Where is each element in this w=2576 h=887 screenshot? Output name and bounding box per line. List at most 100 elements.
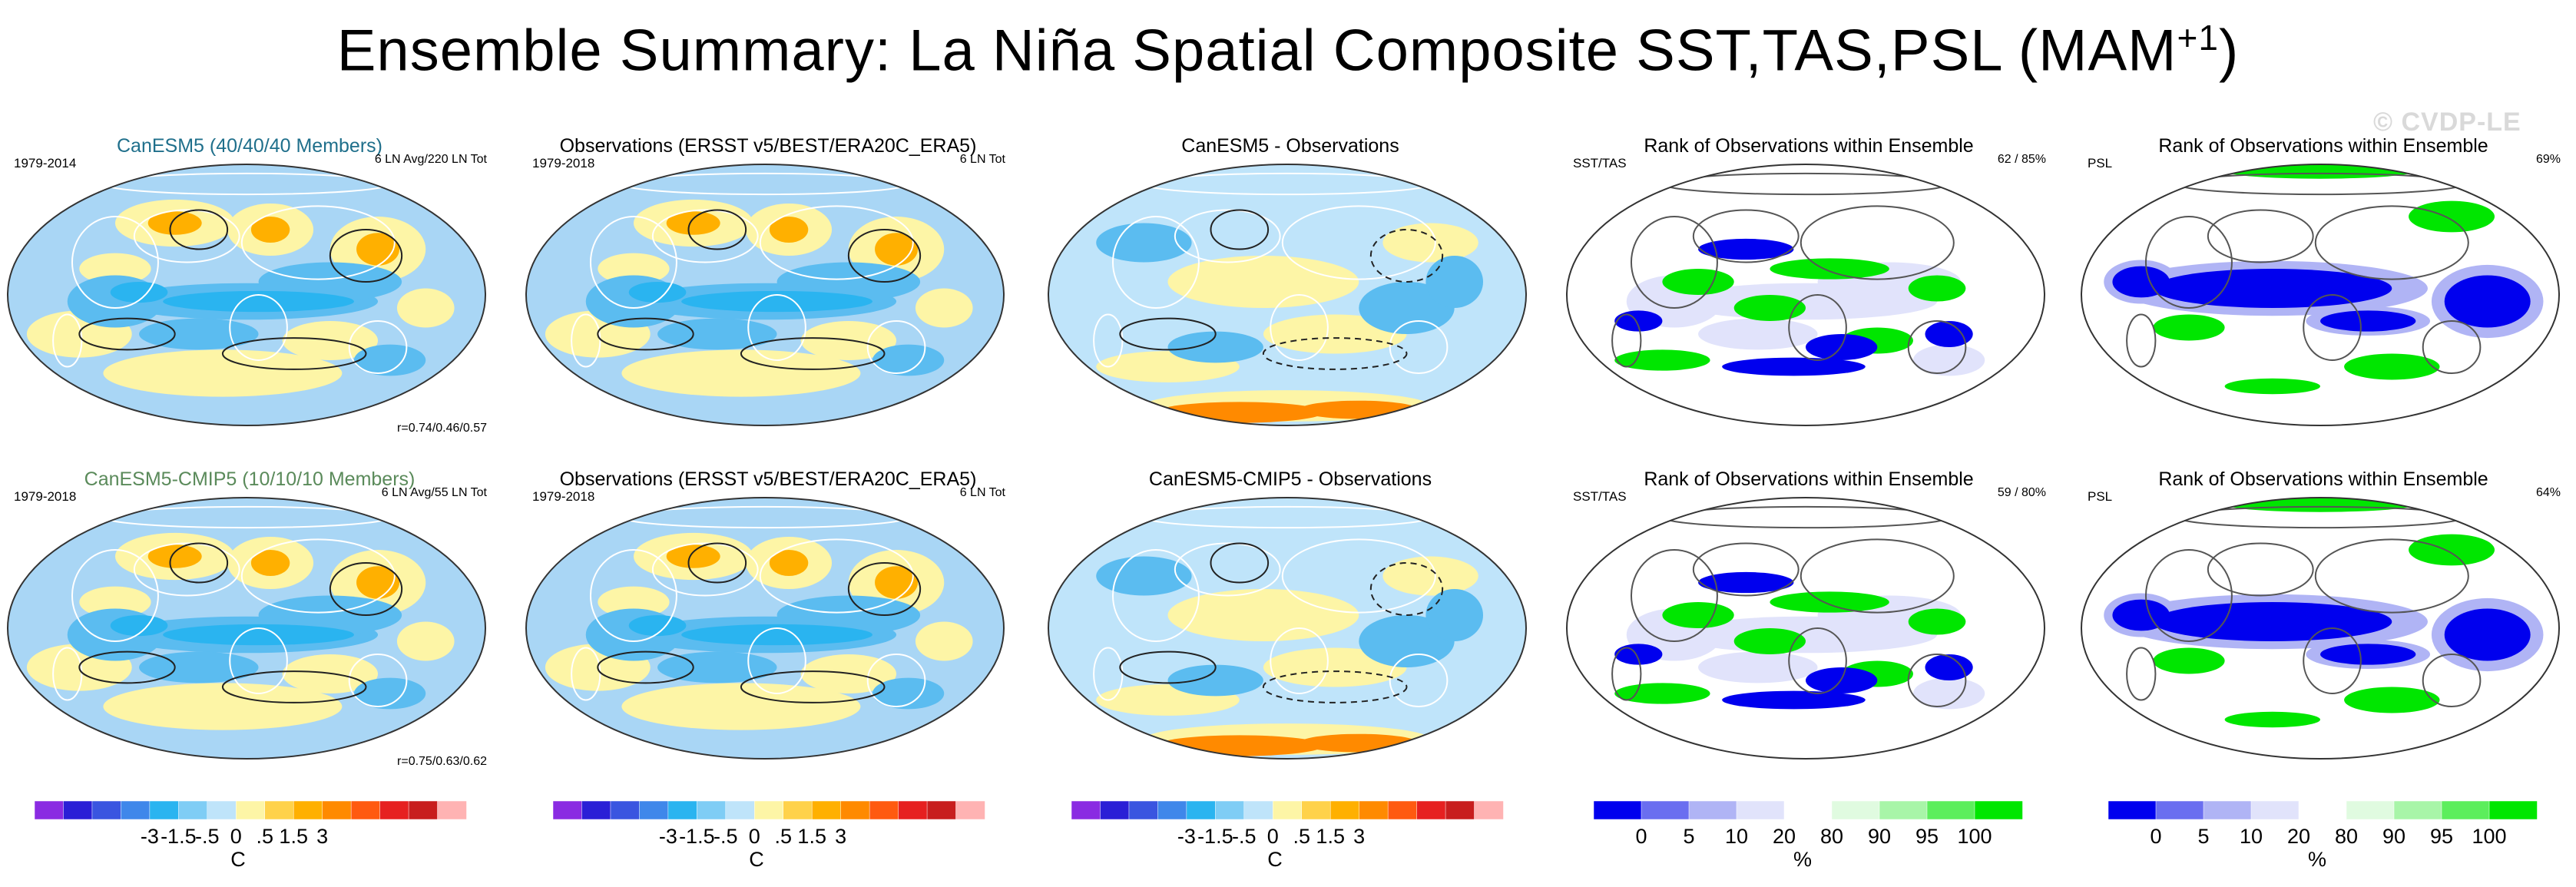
colorbar-swatch xyxy=(869,800,899,820)
colorbar-swatch xyxy=(1215,800,1245,820)
panel-right-label-r2c2: 6 LN Tot xyxy=(960,486,1006,499)
colorbar-swatch xyxy=(1736,800,1785,820)
coastline-0 xyxy=(589,549,677,642)
coastline-1 xyxy=(1692,542,1800,597)
coastline-4 xyxy=(1389,320,1449,374)
contour-1 xyxy=(1369,562,1444,616)
contour-3 xyxy=(740,670,886,703)
map-border xyxy=(2081,164,2560,426)
rank-low-2 xyxy=(1722,690,1866,710)
coastline-2 xyxy=(2314,205,2469,280)
colorbar-swatch xyxy=(1243,800,1274,820)
colorbar-swatch xyxy=(667,800,698,820)
coastline-2 xyxy=(240,538,396,614)
coastline-5 xyxy=(52,647,83,701)
colorbar-swatch xyxy=(926,800,957,820)
colorbar-swatch xyxy=(1100,800,1130,820)
panel-corr-r2c1: r=0.75/0.63/0.62 xyxy=(397,755,487,768)
cool-anom-4 xyxy=(872,677,945,710)
panel-title-r2c3: CanESM5-CMIP5 - Observations xyxy=(1149,468,1432,490)
coastline-3 xyxy=(747,627,806,694)
colorbar-tick: -1.5 xyxy=(679,825,715,848)
coastline-4 xyxy=(348,320,408,374)
colorbar-swatch xyxy=(91,800,122,820)
colorbar-tick: .5 xyxy=(774,825,792,848)
cool-anom-4 xyxy=(872,344,945,376)
colorbar-swatch xyxy=(1641,800,1690,820)
colorbar-tick: 20 xyxy=(2287,825,2310,848)
map-border xyxy=(2081,497,2560,760)
colorbar-swatch xyxy=(236,800,266,820)
rank-high-2 xyxy=(2153,647,2225,674)
rank-high-0 xyxy=(2224,498,2416,512)
rank-high-1 xyxy=(2409,534,2495,566)
coastline-4 xyxy=(1389,654,1449,707)
map-border xyxy=(525,497,1005,760)
panel-left-label-r1c4: SST/TAS xyxy=(1573,156,1627,170)
rank-high-3 xyxy=(2344,687,2440,713)
colorbar-tick: -3 xyxy=(659,825,677,848)
panel-left-label-r2c5: PSL xyxy=(2088,489,2112,504)
map-panel-r1c4 xyxy=(1566,164,2045,426)
coastline-5 xyxy=(1611,313,1642,368)
rank-low-faint-3 xyxy=(1698,651,1818,683)
rank-high-4 xyxy=(1614,683,1710,704)
cool-anom-2 xyxy=(1167,331,1263,363)
colorbar-swatch xyxy=(552,800,583,820)
contour-1 xyxy=(1369,229,1444,283)
cool-core-0 xyxy=(681,290,872,313)
rank-high-4 xyxy=(2224,378,2320,395)
colorbar-tick: 80 xyxy=(1820,825,1843,848)
colorbar-swatch xyxy=(2203,800,2252,820)
panel-right-label-r1c4: 62 / 85% xyxy=(1998,153,2046,166)
panel-left-label-r1c5: PSL xyxy=(2088,156,2112,170)
cool-anom-3 xyxy=(1425,256,1484,308)
colorbar-tick: 95 xyxy=(2430,825,2453,848)
coastline-3 xyxy=(1788,294,1847,361)
colorbar-swatch xyxy=(207,800,237,820)
coastline-2 xyxy=(759,205,914,280)
warm-anom-4 xyxy=(1382,556,1478,596)
coastline-0 xyxy=(71,549,159,642)
rank-low-3 xyxy=(1925,321,1973,347)
panel-title-r1c3: CanESM5 - Observations xyxy=(1181,135,1399,157)
colorbar-swatch xyxy=(322,800,352,820)
contour-1 xyxy=(847,562,922,616)
coastline-3 xyxy=(747,294,806,361)
map-panel-r2c5 xyxy=(2081,497,2560,760)
colorbar-unit: % xyxy=(2308,848,2326,871)
colorbar-swatch xyxy=(408,800,439,820)
rank-low-faint-4 xyxy=(1912,677,1985,710)
warm-anom-0 xyxy=(1167,256,1359,308)
contour-1 xyxy=(329,229,403,283)
colorbar-swatch xyxy=(610,800,641,820)
coastline-3 xyxy=(1788,627,1847,694)
panel-title-r2c4: Rank of Observations within Ensemble xyxy=(1644,468,1973,490)
rank-low-2 xyxy=(2112,266,2170,298)
colorbar-swatch xyxy=(1445,800,1475,820)
coastline-5 xyxy=(1093,647,1124,701)
colorbar-tick: 100 xyxy=(2472,825,2506,848)
coastline-2 xyxy=(1281,538,1436,614)
colorbar-swatch xyxy=(898,800,928,820)
colorbar-swatch xyxy=(437,800,467,820)
warm-anom-5 xyxy=(621,683,861,730)
colorbar-tick: 0 xyxy=(2150,825,2161,848)
coastline-0 xyxy=(2144,549,2233,642)
map-border xyxy=(1566,164,2045,426)
warm-core-1 xyxy=(250,217,290,243)
colorbar-swatch xyxy=(581,800,611,820)
warm-anom-6 xyxy=(396,288,455,328)
coastline-3 xyxy=(2303,627,2362,694)
map-border xyxy=(7,164,486,426)
contour-2 xyxy=(78,317,176,351)
contour-2 xyxy=(1119,650,1217,684)
colorbar-tick: 3 xyxy=(1353,825,1365,848)
rank-low-3 xyxy=(2320,310,2416,332)
coastline-0 xyxy=(2144,216,2233,309)
contour-0 xyxy=(1210,542,1270,584)
panel-left-label-r2c1: 1979-2018 xyxy=(14,489,76,504)
contour-3 xyxy=(740,337,886,370)
contour-0 xyxy=(169,542,229,584)
coastline-2 xyxy=(1800,205,1955,280)
